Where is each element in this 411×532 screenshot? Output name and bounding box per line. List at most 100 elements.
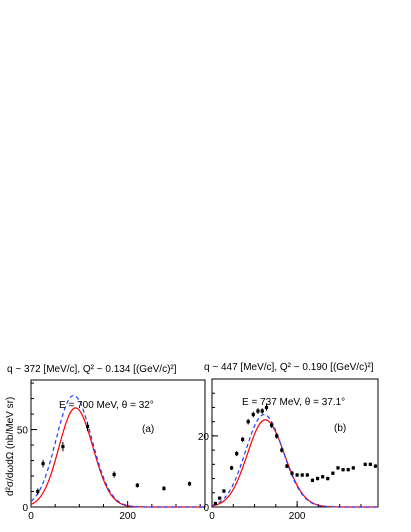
chart-b-data-point xyxy=(264,404,269,411)
chart-a-x-tick-label: 200 xyxy=(119,511,136,522)
chart-a-curve-dashed xyxy=(30,394,205,508)
chart-b-title: q ~ 447 [MeV/c], Q² ~ 0.190 [(GeV/c)²] xyxy=(204,362,374,373)
chart-a-marker xyxy=(61,444,65,449)
chart-b-marker xyxy=(331,471,335,475)
chart-panel-b: q ~ 447 [MeV/c], Q² ~ 0.190 [(GeV/c)²] 0… xyxy=(198,362,379,522)
chart-b-data-point xyxy=(260,408,264,414)
chart-b-marker xyxy=(300,473,304,477)
chart-b-data-point xyxy=(305,473,309,477)
chart-b-data-point xyxy=(373,464,378,468)
chart-b-marker xyxy=(229,466,234,470)
chart-b-data-point xyxy=(315,476,320,481)
chart-b-data-point xyxy=(341,467,345,472)
chart-b-marker xyxy=(275,434,279,438)
chart-b-curves xyxy=(211,414,378,508)
chart-b-annotation: E = 737 MeV, θ = 37.1° xyxy=(242,397,345,408)
chart-a-x-tick-label: 0 xyxy=(28,511,34,522)
chart-a-marker xyxy=(112,472,116,477)
chart-b-marker xyxy=(290,471,294,475)
chart-b-data-point xyxy=(229,465,234,471)
chart-a-panel-label: (a) xyxy=(142,424,154,435)
chart-b-marker xyxy=(310,478,315,482)
chart-b-curve-solid xyxy=(211,419,378,508)
chart-b-x-tick-label: 200 xyxy=(289,511,306,522)
chart-b-data-point xyxy=(275,433,279,439)
chart-b-data-point xyxy=(285,463,289,469)
chart-b-marker xyxy=(305,473,309,477)
chart-b-data-point xyxy=(336,466,340,470)
chart-b-points xyxy=(213,404,378,506)
chart-b-data-point xyxy=(213,501,218,506)
chart-a-points xyxy=(36,421,192,495)
chart-a-frame xyxy=(30,379,206,508)
chart-a-data-point xyxy=(135,482,139,488)
chart-b-marker xyxy=(269,423,274,427)
chart-b-data-point xyxy=(310,478,315,483)
chart-b-marker xyxy=(264,405,269,410)
chart-b-marker xyxy=(363,462,367,466)
chart-b-data-point xyxy=(351,466,355,470)
chart-b-marker xyxy=(285,464,289,468)
chart-b-marker xyxy=(295,473,299,477)
chart-b-marker xyxy=(213,501,218,506)
chart-b-marker xyxy=(280,448,284,452)
chart-b-data-point xyxy=(300,473,304,477)
chart-a-marker xyxy=(36,489,40,494)
chart-b-data-point xyxy=(368,462,372,467)
chart-b-data-point xyxy=(218,496,222,500)
chart-b-marker xyxy=(315,476,320,481)
chart-a-curve-solid xyxy=(30,407,205,508)
chart-a-marker xyxy=(41,462,45,466)
chart-b-marker xyxy=(218,496,222,500)
chart-b-data-point xyxy=(280,447,284,453)
chart-b-marker xyxy=(321,475,325,479)
chart-b-x-tick-label: 0 xyxy=(209,511,215,522)
chart-b-curve-dashed xyxy=(211,414,378,508)
chart-b-y-tick-label: 0 xyxy=(203,503,209,514)
chart-a-data-point xyxy=(187,481,192,487)
chart-b-marker xyxy=(256,409,260,413)
chart-b-marker xyxy=(260,409,264,413)
chart-b-marker xyxy=(336,466,340,470)
chart-b-data-point xyxy=(235,451,239,457)
chart-a-data-point xyxy=(85,421,90,432)
chart-a-y-tick-label: 0 xyxy=(22,503,28,514)
chart-b-data-point xyxy=(331,471,335,475)
chart-b-data-point xyxy=(326,476,330,481)
chart-b-marker xyxy=(326,476,330,481)
chart-b-data-point xyxy=(321,475,325,479)
chart-b-data-point xyxy=(295,473,299,477)
chart-b-data-point xyxy=(246,418,250,425)
chart-b-data-point xyxy=(251,411,255,418)
chart-b-y-tick-label: 20 xyxy=(198,432,210,443)
chart-b-panel-label: (b) xyxy=(334,423,346,434)
chart-b-data-point xyxy=(346,467,350,472)
chart-a-marker xyxy=(187,482,192,486)
chart-panel-a: q ~ 372 [MeV/c], Q² ~ 0.134 [(GeV/c)²] 0… xyxy=(7,364,206,522)
chart-b-marker xyxy=(368,462,372,466)
chart-b-marker xyxy=(241,437,245,442)
chart-b-marker xyxy=(235,452,239,456)
chart-a-y-tick-label: 50 xyxy=(17,426,29,437)
chart-b-data-point xyxy=(363,462,367,467)
chart-a-curves xyxy=(30,394,205,508)
chart-a-data-point xyxy=(41,459,45,468)
chart-b-data-point xyxy=(290,471,294,476)
chart-a-marker xyxy=(162,486,166,491)
chart-a-annotation: E = 700 MeV, θ = 32° xyxy=(59,400,154,411)
chart-b-marker xyxy=(351,466,355,470)
chart-a-data-point xyxy=(162,486,166,491)
chart-a-title: q ~ 372 [MeV/c], Q² ~ 0.134 [(GeV/c)²] xyxy=(7,364,177,375)
chart-b-data-point xyxy=(256,408,260,414)
chart-b-marker xyxy=(246,420,250,424)
chart-a-marker xyxy=(135,483,139,487)
chart-b-data-point xyxy=(269,422,274,429)
y-axis-label: d²σ/dωdΩ (nb/MeV sr) xyxy=(5,397,16,496)
chart-b-marker xyxy=(346,468,350,472)
chart-b-marker xyxy=(222,489,226,493)
chart-a-marker xyxy=(85,424,90,429)
chart-a-data-point xyxy=(36,488,40,495)
chart-b-marker xyxy=(341,468,345,472)
chart-a-data-point xyxy=(112,471,116,478)
